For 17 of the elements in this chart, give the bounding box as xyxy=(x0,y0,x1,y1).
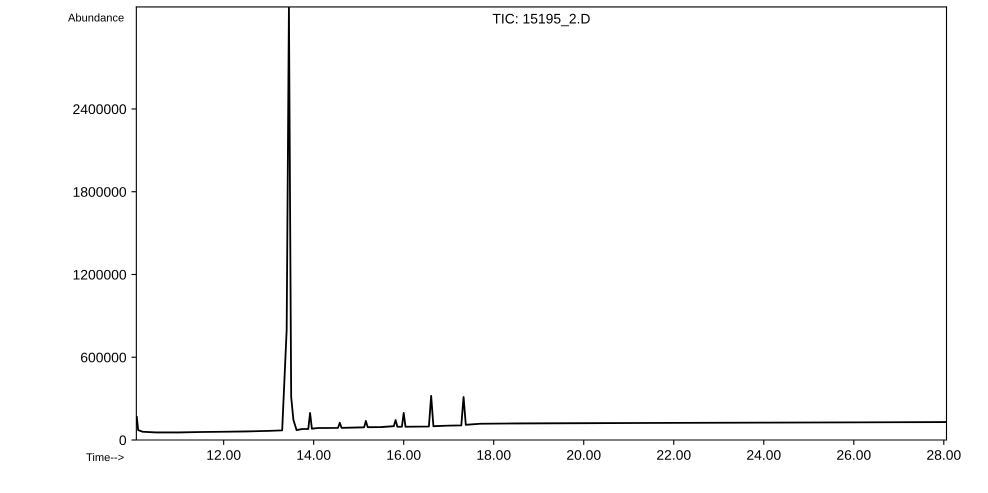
x-tick-label: 22.00 xyxy=(657,450,691,460)
y-tick-label: 600000 xyxy=(80,352,126,362)
x-tick-label: 14.00 xyxy=(297,450,331,460)
x-tick-label: 16.00 xyxy=(387,450,421,460)
chart-title: TIC: 15195_2.D xyxy=(492,14,590,26)
y-tick-label: 2400000 xyxy=(73,104,126,114)
x-tick-label: 24.00 xyxy=(747,450,781,460)
y-axis-title: Abundance xyxy=(68,13,124,22)
x-axis-title: Time--> xyxy=(86,452,124,462)
x-tick-label: 26.00 xyxy=(837,450,871,460)
y-tick-label: 1800000 xyxy=(74,187,126,197)
x-tick-label: 20.00 xyxy=(567,450,601,460)
y-tick-label: 1200000 xyxy=(74,270,126,280)
x-tick-label: 12.00 xyxy=(207,450,240,460)
x-tick-label: 18.00 xyxy=(477,450,511,460)
y-tick-label: 0 xyxy=(119,435,126,446)
x-tick-label: 28.00 xyxy=(927,450,961,460)
